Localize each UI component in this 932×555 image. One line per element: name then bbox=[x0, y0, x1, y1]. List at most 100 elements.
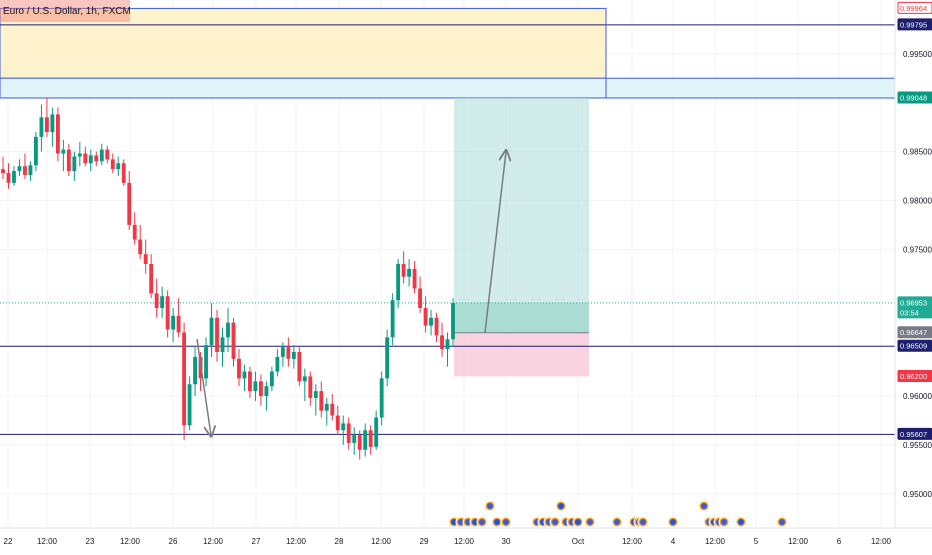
candle-body bbox=[6, 173, 11, 183]
time-tick-label: 12:00 bbox=[788, 537, 809, 546]
price-label-badge[interactable] bbox=[897, 306, 932, 319]
candle-body bbox=[412, 268, 417, 289]
price-label-badge[interactable] bbox=[897, 339, 932, 352]
candle-body bbox=[390, 300, 395, 338]
candle-body bbox=[143, 254, 148, 264]
candle-body bbox=[445, 339, 450, 350]
candle-body bbox=[28, 165, 33, 176]
price-label-badge[interactable] bbox=[897, 427, 932, 440]
price-label-text: 0.99048 bbox=[900, 93, 927, 102]
candle-body bbox=[357, 435, 362, 450]
time-tick-label: 12:00 bbox=[705, 537, 726, 546]
time-tick-label: 28 bbox=[335, 537, 344, 546]
candle-body bbox=[99, 149, 104, 162]
candle-body bbox=[226, 322, 230, 338]
candle-body bbox=[324, 403, 329, 411]
event-flag-inner bbox=[779, 519, 785, 525]
symbol-title-chip[interactable]: Euro / U.S. Dollar, 1h, FXCM bbox=[0, 0, 131, 22]
long-position-profit-zone[interactable] bbox=[454, 97, 589, 333]
candle-body bbox=[264, 386, 269, 396]
time-tick-label: 12:00 bbox=[871, 537, 892, 546]
price-label-text: 0.96953 bbox=[900, 298, 927, 307]
long-position-loss-zone[interactable] bbox=[454, 332, 589, 377]
candle-body bbox=[237, 358, 241, 379]
candle-body bbox=[94, 155, 99, 162]
down-trend-arrow[interactable] bbox=[196, 339, 211, 435]
candle-body bbox=[121, 163, 126, 183]
candle-body bbox=[127, 182, 132, 225]
candle-body bbox=[77, 153, 82, 157]
time-tick-label: 30 bbox=[502, 537, 511, 546]
candle-body bbox=[269, 371, 274, 387]
price-label-badge[interactable] bbox=[897, 91, 932, 104]
event-flag-inner bbox=[738, 519, 744, 525]
price-label-text: 0.99795 bbox=[900, 20, 927, 29]
candle-body bbox=[368, 430, 373, 447]
candle-body bbox=[423, 308, 428, 326]
price-label-badge[interactable] bbox=[897, 1, 932, 14]
event-markers[interactable] bbox=[448, 500, 788, 528]
trend-arrows[interactable] bbox=[196, 152, 506, 436]
event-flag-inner bbox=[575, 519, 581, 525]
time-tick-label: 5 bbox=[754, 537, 759, 546]
time-tick-label: 12:00 bbox=[371, 537, 392, 546]
candle-body bbox=[434, 317, 439, 336]
event-flag-inner bbox=[458, 519, 464, 525]
event-flag-inner bbox=[558, 503, 564, 509]
candle-body bbox=[313, 391, 318, 398]
candle-body bbox=[138, 239, 143, 255]
supply-zone-rectangle[interactable] bbox=[0, 7, 607, 79]
long-position-open-pnl[interactable] bbox=[454, 302, 589, 333]
candle-body bbox=[346, 423, 351, 443]
event-flag-inner bbox=[451, 519, 457, 525]
candle-body bbox=[204, 345, 208, 379]
candle-body bbox=[72, 156, 77, 172]
candle-body bbox=[220, 337, 225, 352]
time-tick-label: 27 bbox=[252, 537, 261, 546]
price-tick-label: 0.98000 bbox=[903, 196, 932, 205]
event-flag-inner bbox=[503, 519, 509, 525]
candle-body bbox=[291, 352, 296, 359]
event-flag-inner bbox=[670, 519, 676, 525]
time-tick-label: 29 bbox=[420, 537, 429, 546]
candle-body bbox=[352, 435, 357, 443]
time-tick-label: 12:00 bbox=[203, 537, 224, 546]
candle-body bbox=[242, 371, 247, 379]
candle-body bbox=[165, 296, 170, 330]
price-label-badge[interactable] bbox=[897, 18, 932, 31]
price-tick-label: 0.95000 bbox=[903, 490, 932, 499]
event-flag-inner bbox=[587, 519, 593, 525]
candle-body bbox=[55, 114, 60, 154]
time-axis-background bbox=[0, 528, 932, 550]
candle-body bbox=[407, 268, 412, 277]
price-label-badge[interactable] bbox=[897, 369, 932, 382]
price-label-badge[interactable] bbox=[897, 326, 932, 339]
event-flag-inner bbox=[614, 519, 620, 525]
candle-body bbox=[171, 315, 176, 330]
resistance-band-rectangle[interactable] bbox=[0, 77, 896, 99]
drawing-zones[interactable] bbox=[0, 7, 896, 377]
time-tick-label: 23 bbox=[86, 537, 95, 546]
up-trend-arrow[interactable] bbox=[484, 152, 506, 333]
symbol-title: Euro / U.S. Dollar, 1h, FXCM bbox=[3, 6, 131, 17]
candle-body bbox=[385, 337, 390, 379]
time-tick-label: 12:00 bbox=[37, 537, 58, 546]
candle-body bbox=[50, 114, 55, 132]
event-flag-inner bbox=[640, 519, 646, 525]
candle-body bbox=[110, 159, 115, 170]
time-tick-label: 12:00 bbox=[120, 537, 141, 546]
candle-body bbox=[275, 356, 280, 372]
candle-body bbox=[396, 264, 401, 301]
candle-body bbox=[215, 317, 219, 352]
price-tick-label: 0.98500 bbox=[903, 148, 932, 157]
event-flag-inner bbox=[487, 503, 493, 509]
candle-body bbox=[193, 356, 197, 385]
candle-body bbox=[176, 315, 181, 333]
price-tick-label: 0.96000 bbox=[903, 392, 932, 401]
candle-body bbox=[451, 303, 455, 340]
candle-body bbox=[379, 378, 384, 418]
candle-body bbox=[286, 347, 291, 359]
candle-body bbox=[248, 371, 252, 392]
